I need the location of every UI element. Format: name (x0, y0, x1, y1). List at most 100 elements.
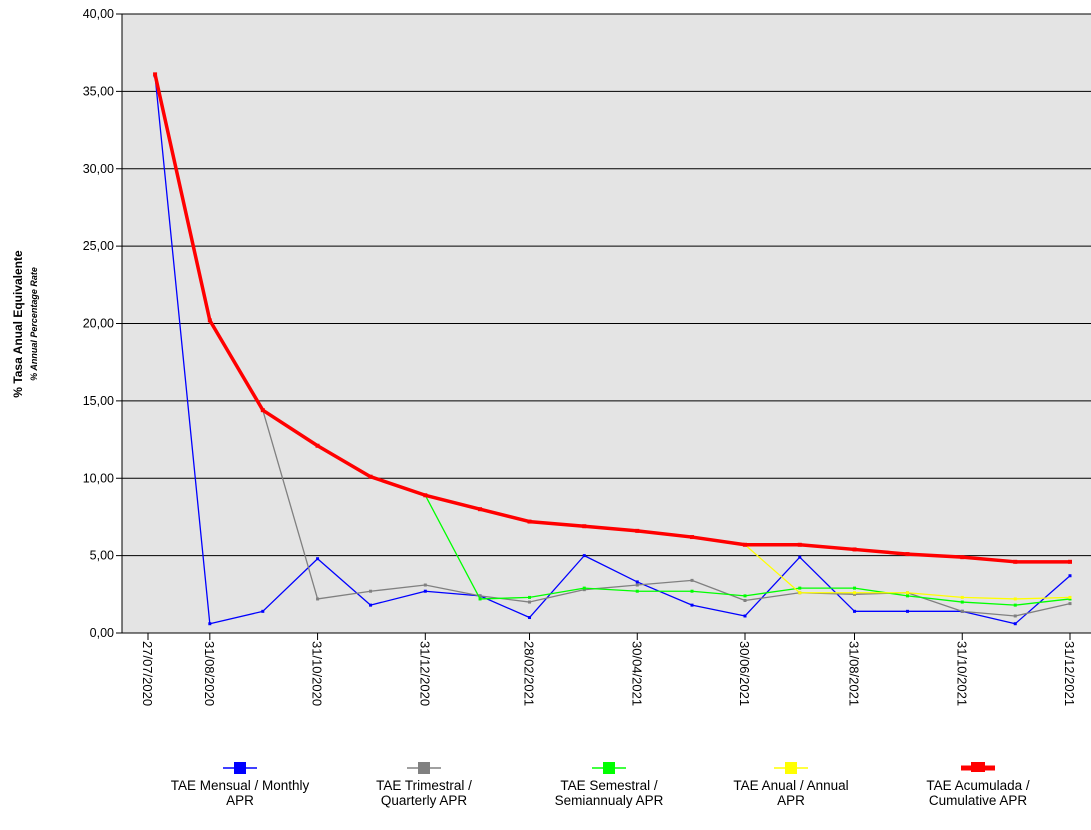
data-point (527, 519, 532, 524)
data-point (690, 535, 695, 540)
x-tick-label: 31/08/2020 (202, 641, 217, 706)
data-point (798, 586, 802, 590)
data-point (960, 600, 964, 604)
data-point (1013, 614, 1017, 618)
data-point (528, 600, 532, 604)
x-tick-label: 27/07/2020 (140, 641, 155, 706)
x-tick-labels: 27/07/2020 31/08/2020 31/10/2020 31/12/2020… (140, 633, 1077, 706)
y-tick-label: 0,00 (90, 626, 114, 640)
legend-item: TAE Acumulada / Cumulative APR (883, 760, 1073, 808)
legend-label: TAE Acumulada / Cumulative APR (926, 778, 1030, 808)
data-point (635, 583, 639, 587)
data-point (906, 609, 910, 613)
data-point (207, 318, 212, 323)
legend-swatch (223, 762, 257, 774)
data-point (423, 589, 427, 593)
data-point (960, 595, 964, 599)
data-point (853, 592, 857, 596)
data-point (153, 72, 158, 77)
data-point (635, 528, 640, 533)
y-tick-label: 5,00 (90, 549, 114, 563)
data-point (798, 591, 802, 595)
data-point (798, 555, 802, 559)
data-point (582, 588, 586, 592)
x-tick-label: 30/04/2021 (629, 641, 644, 706)
legend-label: TAE Mensual / Monthly APR (170, 778, 310, 808)
data-point (1068, 574, 1072, 578)
data-point (635, 589, 639, 593)
data-point (316, 597, 320, 601)
data-point (690, 589, 694, 593)
legend: TAE Mensual / Monthly APR TAE Trimestral … (0, 760, 1091, 830)
legend-item: TAE Mensual / Monthly APR (145, 760, 335, 808)
data-point (853, 586, 857, 590)
y-tick-label: 40,00 (83, 7, 114, 21)
data-point (743, 614, 747, 618)
legend-label: TAE Semestral / Semiannualy APR (554, 778, 664, 808)
data-point (582, 554, 586, 558)
y-axis-sublabel: % Annual Percentage Rate (29, 267, 39, 381)
data-point (743, 594, 747, 598)
legend-label: TAE Trimestral / Quarterly APR (376, 778, 472, 808)
data-point (906, 591, 910, 595)
data-point (743, 599, 747, 603)
data-point (1068, 559, 1072, 564)
data-point (478, 597, 482, 601)
data-point (690, 578, 694, 582)
data-point (423, 493, 428, 498)
data-point (528, 595, 532, 599)
data-point (1013, 559, 1018, 564)
data-point (1068, 597, 1072, 601)
y-tick-labels: 0,00 5,00 10,00 15,00 20,00 25,00 30,00 35,00 40… (83, 7, 122, 640)
data-point (582, 586, 586, 590)
x-tick-label: 31/08/2021 (847, 641, 862, 706)
data-point (208, 622, 212, 626)
data-point (743, 542, 748, 547)
legend-label: TAE Anual / Annual APR (733, 778, 849, 808)
data-point (1013, 622, 1017, 626)
legend-swatch (592, 762, 626, 774)
data-point (478, 594, 482, 598)
y-tick-label: 25,00 (83, 239, 114, 253)
legend-item: TAE Semestral / Semiannualy APR (514, 760, 704, 808)
y-tick-label: 30,00 (83, 162, 114, 176)
data-point (368, 474, 373, 479)
data-point (853, 591, 857, 595)
x-tick-label: 31/10/2021 (954, 641, 969, 706)
legend-swatch (407, 762, 441, 774)
y-tick-label: 15,00 (83, 394, 114, 408)
x-tick-label: 30/06/2021 (737, 641, 752, 706)
gridlines (122, 13, 1091, 557)
data-point (905, 552, 910, 557)
data-point (797, 542, 802, 547)
y-tick-label: 35,00 (83, 84, 114, 98)
data-point (852, 547, 857, 552)
data-point (635, 580, 639, 584)
series-line-1 (262, 409, 1071, 617)
legend-swatch (961, 762, 995, 772)
data-point (369, 603, 373, 607)
data-point (1068, 602, 1072, 606)
data-point (261, 609, 265, 613)
y-axis-label: % Tasa Anual Equivalente (11, 250, 25, 398)
legend-item: TAE Trimestral / Quarterly APR (329, 760, 519, 808)
x-tick-label: 31/12/2020 (417, 641, 432, 706)
data-point (960, 609, 964, 613)
data-point (853, 609, 857, 613)
data-point (528, 616, 532, 620)
data-point (260, 408, 265, 413)
data-point (369, 589, 373, 593)
y-tick-label: 20,00 (83, 317, 114, 331)
legend-swatch (774, 762, 808, 774)
x-tick-label: 28/02/2021 (522, 641, 537, 706)
series-lines (153, 72, 1072, 626)
y-tick-label: 10,00 (83, 471, 114, 485)
data-point (1013, 597, 1017, 601)
data-point (690, 603, 694, 607)
chart: 0,00 5,00 10,00 15,00 20,00 25,00 30,00 35,00 40… (11, 7, 1091, 706)
data-point (906, 594, 910, 598)
data-point (423, 583, 427, 587)
data-point (582, 524, 587, 529)
series-line-4 (153, 73, 1070, 564)
data-point (1068, 595, 1072, 599)
